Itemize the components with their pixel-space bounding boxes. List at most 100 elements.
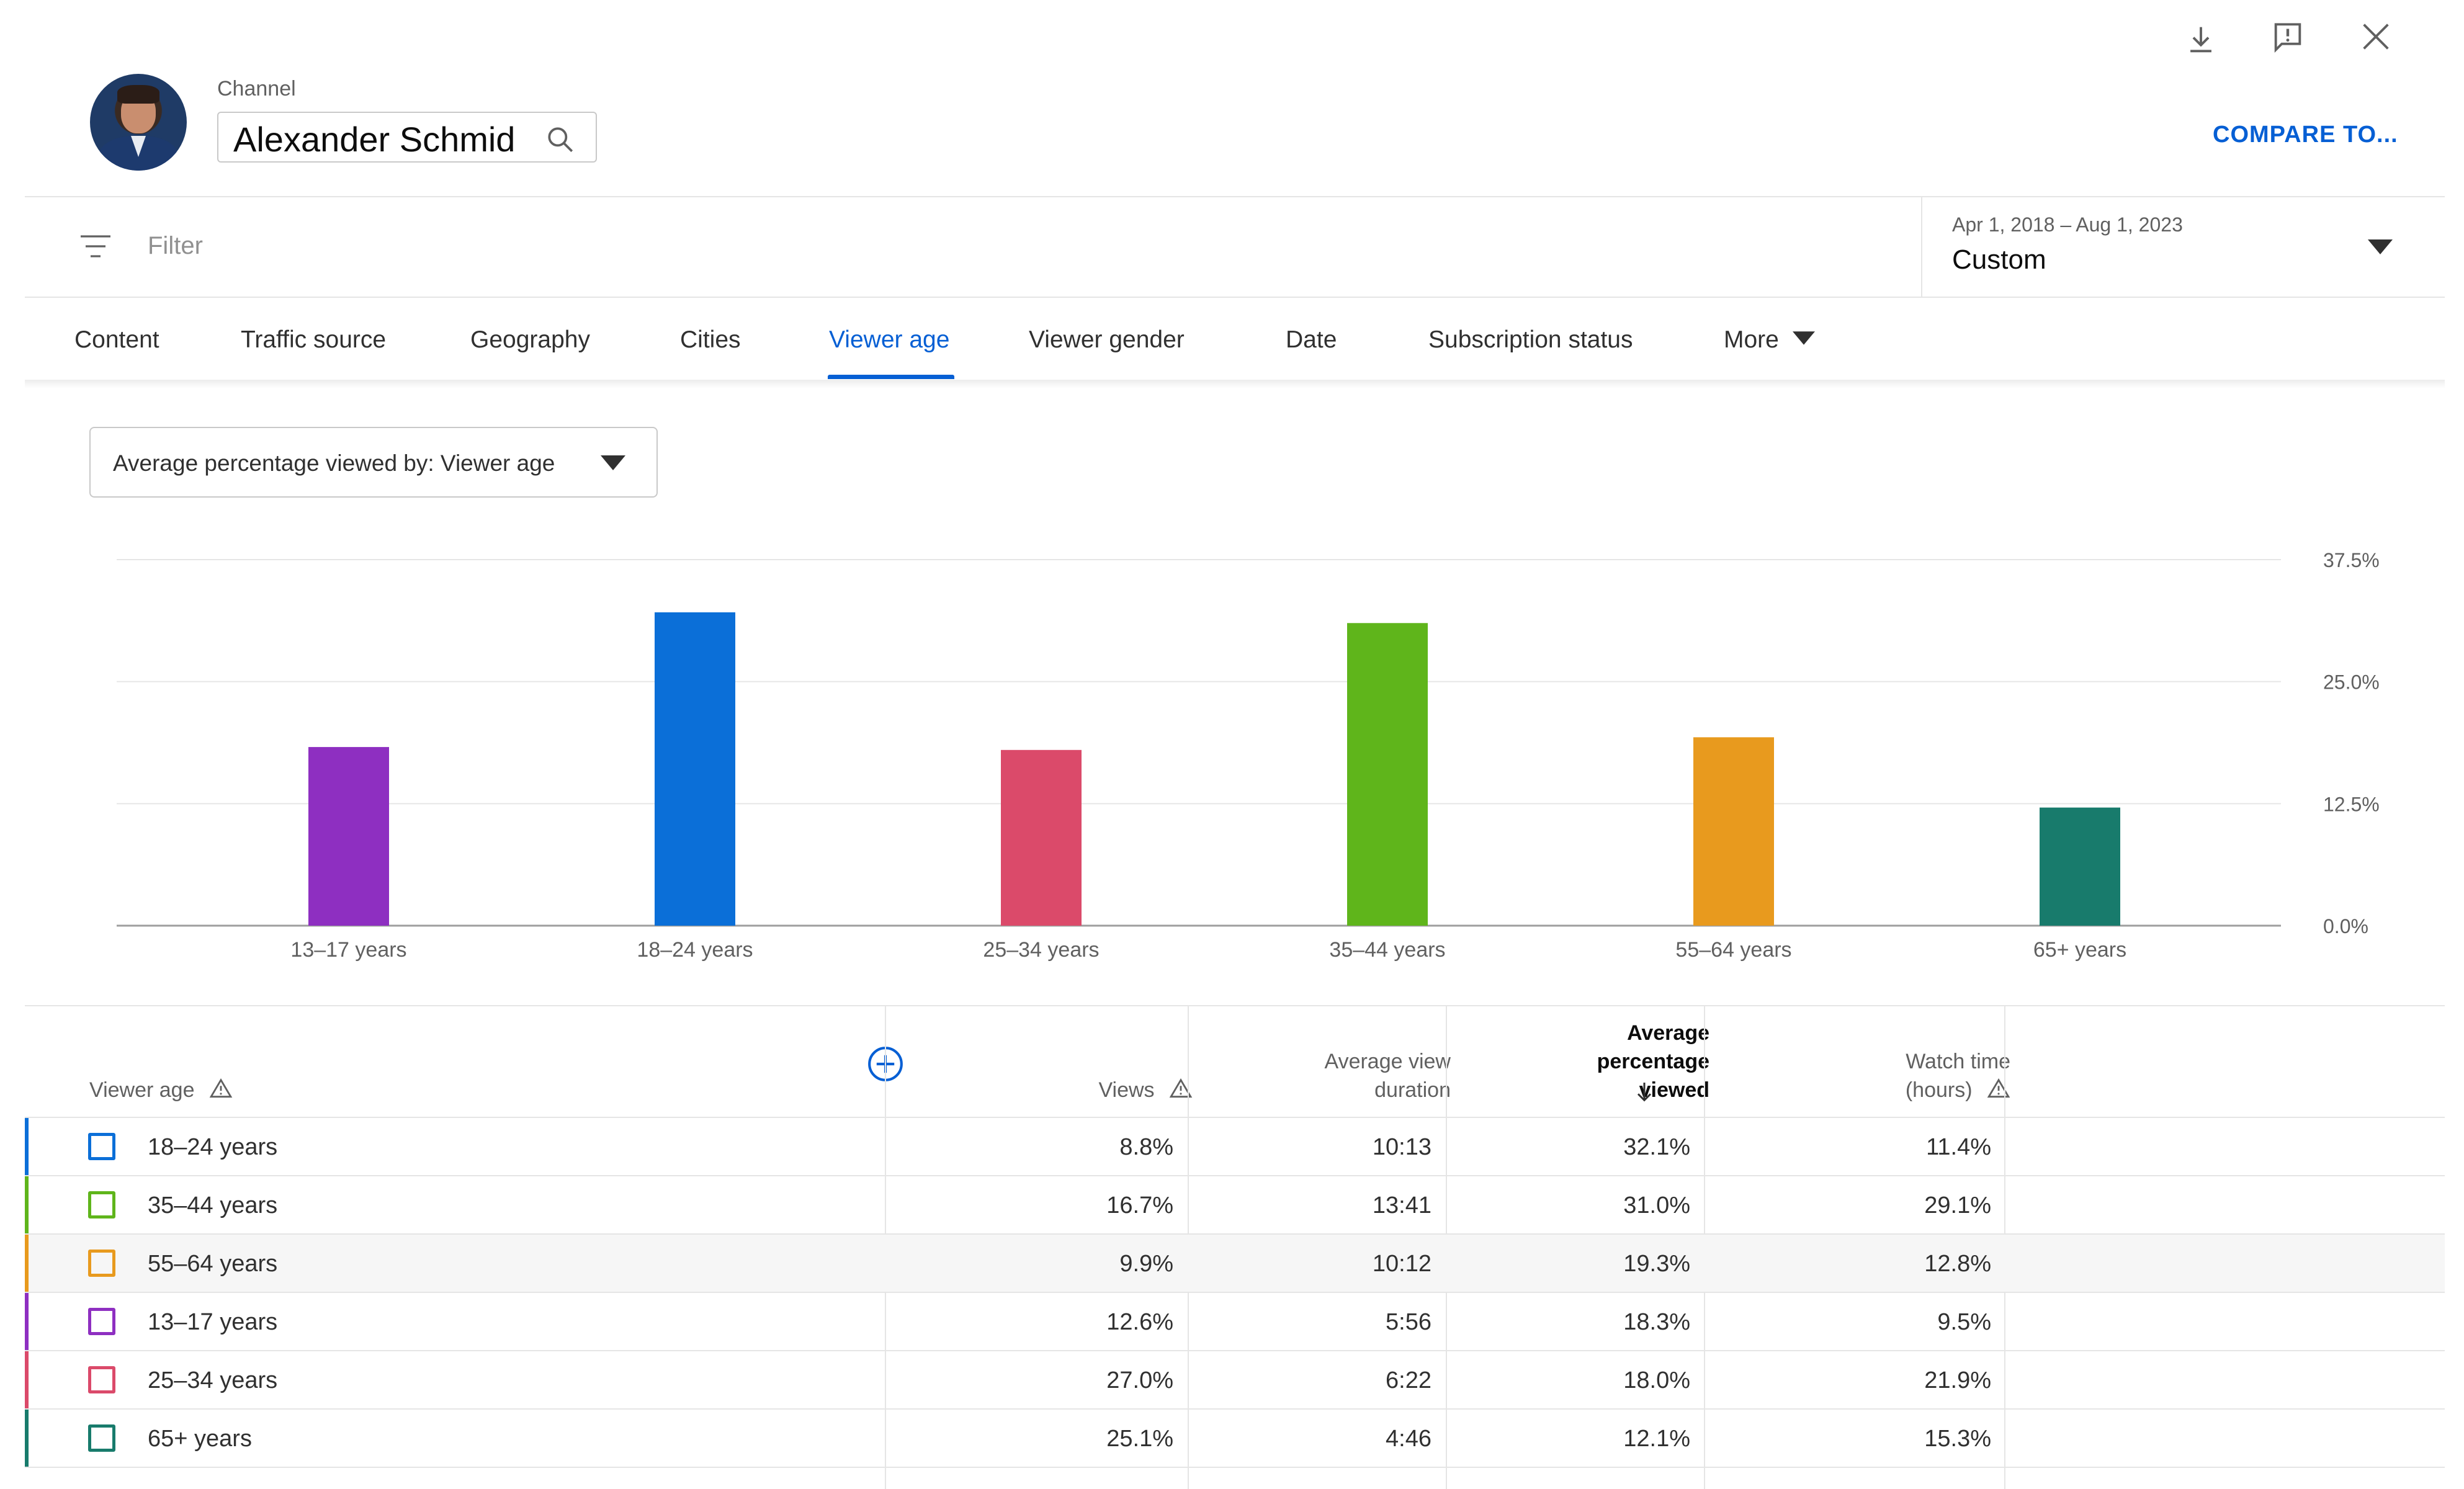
bar-chart: 0.0% 12.5% 25.0% 37.5% 13–17 years 18–24 year…	[117, 549, 2380, 962]
feedback-icon[interactable]	[2270, 20, 2306, 56]
date-preset[interactable]: Custom	[1952, 244, 2046, 275]
bar	[1347, 623, 1428, 926]
table-row[interactable]: 55–64 years 9.9% 10:12 19.3% 12.8%	[25, 1235, 2445, 1293]
col-header-line: duration	[1374, 1078, 1451, 1102]
x-tick-label: 25–34 years	[983, 938, 1099, 962]
x-tick-label: 55–64 years	[1675, 938, 1791, 962]
col-header-line: Average view	[1324, 1050, 1451, 1073]
tab-traffic-source[interactable]: Traffic source	[241, 326, 387, 353]
row-checkbox[interactable]	[88, 1308, 115, 1335]
tab-more[interactable]: More	[1724, 326, 1779, 353]
col-header-avg-view-duration[interactable]: Average view duration	[1325, 1047, 1451, 1104]
table-row[interactable]: 25–34 years 27.0% 6:22 18.0% 21.9%	[25, 1351, 2445, 1410]
filter-icon[interactable]	[78, 231, 113, 262]
row-label: 55–64 years	[148, 1251, 278, 1277]
col-header-line: (hours)	[1905, 1078, 1973, 1102]
y-tick-label: 25.0%	[2323, 671, 2380, 694]
caret-down-icon	[601, 455, 625, 470]
row-label: 35–44 years	[148, 1192, 278, 1218]
table-row[interactable]: 35–44 years 16.7% 13:41 31.0% 29.1%	[25, 1176, 2445, 1235]
channel-picker[interactable]: Alexander Schmid	[217, 112, 597, 163]
cell-watch-time: 29.1%	[1924, 1192, 1991, 1218]
cell-pct-viewed: 12.1%	[1623, 1426, 1690, 1452]
tab-cities[interactable]: Cities	[680, 326, 741, 353]
col-header-views[interactable]: Views	[1098, 1076, 1193, 1104]
table-row[interactable]: 18–24 years 8.8% 10:13 32.1% 11.4%	[25, 1118, 2445, 1176]
tabs-shadow	[25, 380, 2445, 388]
bar	[2040, 807, 2120, 926]
x-tick-label: 65+ years	[2033, 938, 2126, 962]
warning-icon	[1987, 1078, 2010, 1098]
sort-desc-icon[interactable]	[1632, 1080, 1657, 1104]
col-header-avg-pct-viewed[interactable]: Average percentage viewed	[1597, 1019, 1709, 1104]
col-header-watch-time[interactable]: Watch time (hours)	[1906, 1047, 2010, 1104]
row-checkbox[interactable]	[88, 1133, 115, 1160]
warning-icon	[1169, 1078, 1193, 1098]
tab-date[interactable]: Date	[1286, 326, 1337, 353]
divider	[1921, 197, 1922, 297]
tab-subscription-status[interactable]: Subscription status	[1428, 326, 1633, 353]
tab-viewer-age[interactable]: Viewer age	[829, 326, 950, 353]
col-header-views-label: Views	[1098, 1078, 1155, 1102]
channel-label: Channel	[217, 77, 296, 101]
cell-duration: 4:46	[1386, 1426, 1431, 1452]
divider	[25, 1117, 2445, 1118]
cell-pct-viewed: 19.3%	[1623, 1251, 1690, 1277]
row-color-bar	[25, 1293, 29, 1351]
row-checkbox[interactable]	[88, 1424, 115, 1452]
cell-duration: 13:41	[1372, 1192, 1431, 1218]
row-color-bar	[25, 1410, 29, 1468]
cell-views: 16.7%	[1106, 1192, 1173, 1218]
compare-to-link[interactable]: COMPARE TO...	[2213, 122, 2398, 148]
cell-views: 25.1%	[1106, 1426, 1173, 1452]
warning-icon	[209, 1078, 233, 1098]
row-checkbox[interactable]	[88, 1191, 115, 1218]
caret-down-icon[interactable]	[2368, 239, 2393, 254]
bar	[1693, 737, 1774, 926]
close-icon[interactable]	[2358, 19, 2394, 55]
y-tick-label: 37.5%	[2323, 549, 2380, 571]
table-row[interactable]: 13–17 years 12.6% 5:56 18.3% 9.5%	[25, 1293, 2445, 1351]
channel-avatar	[90, 74, 187, 171]
col-header-line: Watch time	[1906, 1050, 2010, 1073]
cell-watch-time: 21.9%	[1924, 1367, 1991, 1393]
x-tick-label: 35–44 years	[1329, 938, 1445, 962]
divider	[25, 1005, 2445, 1006]
row-color-bar	[25, 1176, 29, 1235]
col-header-line: percentage	[1597, 1050, 1709, 1073]
row-checkbox[interactable]	[88, 1366, 115, 1393]
row-checkbox[interactable]	[88, 1250, 115, 1277]
download-icon[interactable]	[2183, 21, 2219, 57]
divider	[25, 297, 2445, 298]
cell-duration: 5:56	[1386, 1309, 1431, 1335]
tab-content[interactable]: Content	[74, 326, 159, 353]
row-label: 13–17 years	[148, 1309, 278, 1335]
cell-watch-time: 9.5%	[1937, 1309, 1991, 1335]
col-header-viewer-age[interactable]: Viewer age	[89, 1076, 233, 1104]
active-tab-indicator	[828, 375, 954, 379]
row-color-bar	[25, 1118, 29, 1176]
cell-views: 27.0%	[1106, 1367, 1173, 1393]
y-tick-label: 0.0%	[2323, 915, 2368, 937]
caret-down-icon[interactable]	[1793, 331, 1815, 345]
cell-duration: 6:22	[1386, 1367, 1431, 1393]
metric-selector-label: Average percentage viewed by: Viewer age	[113, 450, 555, 476]
cell-watch-time: 11.4%	[1926, 1134, 1991, 1160]
tab-viewer-gender[interactable]: Viewer gender	[1029, 326, 1185, 353]
row-color-bar	[25, 1351, 29, 1410]
cell-duration: 10:12	[1372, 1251, 1431, 1277]
table-row[interactable]: 65+ years 25.1% 4:46 12.1% 15.3%	[25, 1410, 2445, 1468]
filter-input[interactable]: Filter	[148, 232, 203, 259]
cell-views: 8.8%	[1119, 1134, 1173, 1160]
channel-name: Alexander Schmid	[233, 120, 516, 159]
cell-pct-viewed: 32.1%	[1623, 1134, 1690, 1160]
cell-watch-time: 15.3%	[1924, 1426, 1991, 1452]
cell-views: 12.6%	[1106, 1309, 1173, 1335]
metric-selector[interactable]: Average percentage viewed by: Viewer age	[89, 427, 658, 498]
cell-watch-time: 12.8%	[1924, 1251, 1991, 1277]
search-icon[interactable]	[545, 124, 576, 155]
bar	[1001, 749, 1082, 926]
tab-geography[interactable]: Geography	[470, 326, 590, 353]
x-tick-label: 13–17 years	[290, 938, 406, 962]
cell-pct-viewed: 18.3%	[1623, 1309, 1690, 1335]
